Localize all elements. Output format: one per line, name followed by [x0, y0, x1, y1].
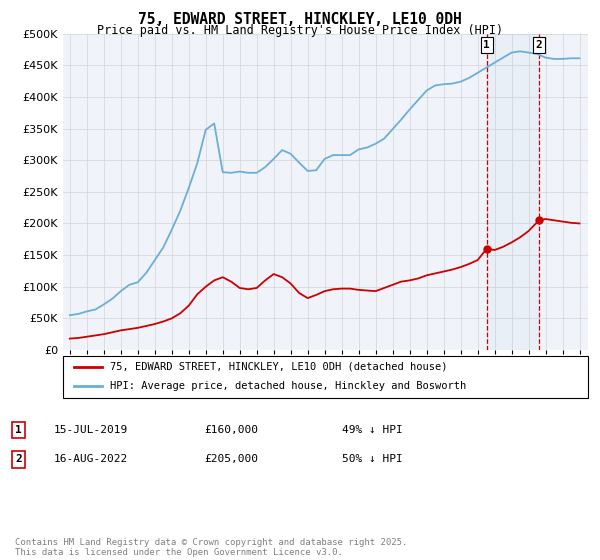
Text: 75, EDWARD STREET, HINCKLEY, LE10 0DH: 75, EDWARD STREET, HINCKLEY, LE10 0DH	[138, 12, 462, 27]
Text: 2: 2	[536, 40, 542, 50]
Text: 49% ↓ HPI: 49% ↓ HPI	[342, 425, 403, 435]
Text: £205,000: £205,000	[204, 454, 258, 464]
Text: 1: 1	[15, 425, 22, 435]
Text: 16-AUG-2022: 16-AUG-2022	[54, 454, 128, 464]
Text: 15-JUL-2019: 15-JUL-2019	[54, 425, 128, 435]
Text: HPI: Average price, detached house, Hinckley and Bosworth: HPI: Average price, detached house, Hinc…	[110, 381, 467, 391]
Text: 2: 2	[15, 454, 22, 464]
Text: 1: 1	[484, 40, 490, 50]
Bar	[487, 34, 539, 350]
Text: 75, EDWARD STREET, HINCKLEY, LE10 0DH (detached house): 75, EDWARD STREET, HINCKLEY, LE10 0DH (d…	[110, 362, 448, 372]
Text: 50% ↓ HPI: 50% ↓ HPI	[342, 454, 403, 464]
Text: Contains HM Land Registry data © Crown copyright and database right 2025.
This d: Contains HM Land Registry data © Crown c…	[15, 538, 407, 557]
Text: Price paid vs. HM Land Registry's House Price Index (HPI): Price paid vs. HM Land Registry's House …	[97, 24, 503, 37]
Text: £160,000: £160,000	[204, 425, 258, 435]
